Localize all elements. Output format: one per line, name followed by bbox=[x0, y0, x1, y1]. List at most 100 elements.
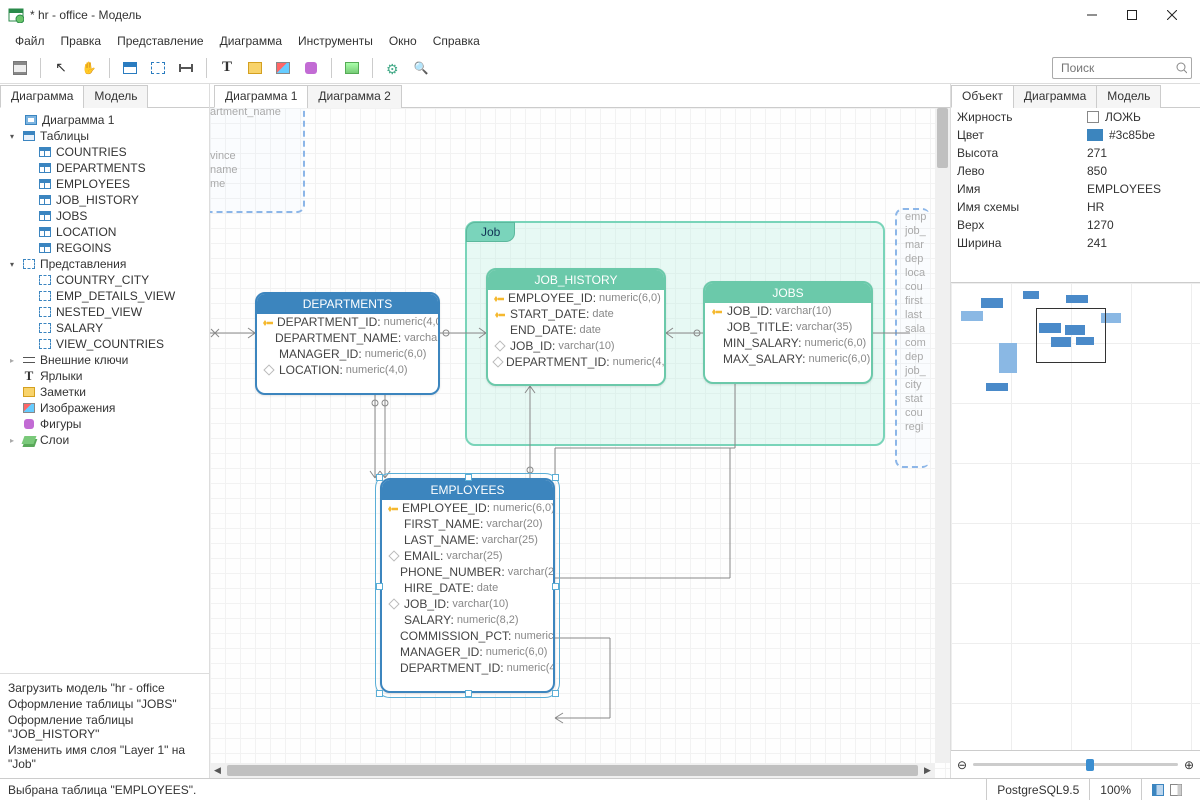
entity-job_history[interactable]: JOB_HISTORYEMPLOYEE_ID: numeric(6,0)STAR… bbox=[486, 268, 666, 386]
minimap[interactable] bbox=[951, 282, 1200, 750]
entity-column[interactable]: EMAIL: varchar(25) bbox=[382, 548, 553, 564]
new-view-tool[interactable] bbox=[146, 56, 170, 80]
history-item[interactable]: Загрузить модель "hr - office bbox=[8, 680, 201, 696]
resize-handle[interactable] bbox=[465, 474, 472, 481]
entity-column[interactable]: LOCATION: numeric(4,0) bbox=[257, 362, 438, 378]
vertical-scrollbar[interactable] bbox=[935, 108, 950, 763]
entity-column[interactable]: MIN_SALARY: numeric(6,0) bbox=[705, 335, 871, 351]
zoom-out-icon[interactable]: ⊖ bbox=[957, 758, 967, 772]
entity-employees[interactable]: EMPLOYEESEMPLOYEE_ID: numeric(6,0)FIRST_… bbox=[380, 478, 555, 693]
tree-diagram-root[interactable]: Диаграмма 1 bbox=[2, 112, 207, 128]
layout-buttons[interactable] bbox=[1141, 779, 1192, 800]
entity-column[interactable]: MANAGER_ID: numeric(6,0) bbox=[382, 644, 553, 660]
tree-notes[interactable]: Заметки bbox=[2, 384, 207, 400]
tab-diagram-1[interactable]: Диаграмма 1 bbox=[214, 85, 308, 108]
tree-fk[interactable]: ▸Внешние ключи bbox=[2, 352, 207, 368]
resize-handle[interactable] bbox=[552, 690, 559, 697]
history-item[interactable]: Изменить имя слоя "Layer 1" на "Job" bbox=[8, 742, 201, 772]
entity-departments[interactable]: DEPARTMENTSDEPARTMENT_ID: numeric(4,0)DE… bbox=[255, 292, 440, 395]
entity-column[interactable]: PHONE_NUMBER: varchar(20) bbox=[382, 564, 553, 580]
entity-column[interactable]: END_DATE: date bbox=[488, 322, 664, 338]
tree-table-item[interactable]: DEPARTMENTS bbox=[2, 160, 207, 176]
checkbox-icon[interactable] bbox=[1087, 111, 1099, 123]
tree-table-item[interactable]: COUNTRIES bbox=[2, 144, 207, 160]
entity-column[interactable]: MANAGER_ID: numeric(6,0) bbox=[257, 346, 438, 362]
resize-handle[interactable] bbox=[552, 583, 559, 590]
tree-table-item[interactable]: JOB_HISTORY bbox=[2, 192, 207, 208]
navigator-tool[interactable] bbox=[340, 56, 364, 80]
settings-button[interactable] bbox=[381, 56, 405, 80]
entity-column[interactable]: DEPARTMENT_ID: numeric(4,0) bbox=[257, 314, 438, 330]
save-button[interactable] bbox=[8, 56, 32, 80]
entity-column[interactable]: JOB_ID: varchar(10) bbox=[488, 338, 664, 354]
prop-row[interactable]: Имя схемыHR bbox=[951, 198, 1200, 216]
tab-model[interactable]: Модель bbox=[83, 85, 148, 108]
entity-column[interactable]: JOB_TITLE: varchar(35) bbox=[705, 319, 871, 335]
tab-diagram-r[interactable]: Диаграмма bbox=[1013, 85, 1097, 108]
resize-handle[interactable] bbox=[376, 583, 383, 590]
tree-views[interactable]: ▾Представления bbox=[2, 256, 207, 272]
horizontal-scrollbar[interactable]: ◀▶ bbox=[210, 763, 935, 778]
entity-column[interactable]: SALARY: numeric(8,2) bbox=[382, 612, 553, 628]
note-tool[interactable] bbox=[243, 56, 267, 80]
shape-tool[interactable] bbox=[299, 56, 323, 80]
entity-column[interactable]: LAST_NAME: varchar(25) bbox=[382, 532, 553, 548]
resize-handle[interactable] bbox=[465, 690, 472, 697]
hand-tool[interactable] bbox=[77, 56, 101, 80]
new-table-tool[interactable] bbox=[118, 56, 142, 80]
history-item[interactable]: Оформление таблицы "JOBS" bbox=[8, 696, 201, 712]
entity-column[interactable]: EMPLOYEE_ID: numeric(6,0) bbox=[382, 500, 553, 516]
entity-column[interactable]: DEPARTMENT_ID: numeric(4,0) bbox=[382, 660, 553, 676]
prop-row[interactable]: ЖирностьЛОЖЬ bbox=[951, 108, 1200, 126]
relation-tool[interactable] bbox=[174, 56, 198, 80]
menu-file[interactable]: Файл bbox=[8, 32, 52, 50]
tree-view-item[interactable]: NESTED_VIEW bbox=[2, 304, 207, 320]
tab-diagram-2[interactable]: Диаграмма 2 bbox=[307, 85, 401, 108]
menu-window[interactable]: Окно bbox=[382, 32, 424, 50]
minimize-button[interactable] bbox=[1072, 0, 1112, 30]
entity-column[interactable]: COMMISSION_PCT: numeric(2,2) bbox=[382, 628, 553, 644]
entity-column[interactable]: DEPARTMENT_ID: numeric(4,0) bbox=[488, 354, 664, 370]
tree-tables[interactable]: ▾Таблицы bbox=[2, 128, 207, 144]
search-box[interactable] bbox=[1052, 57, 1192, 79]
tree-table-item[interactable]: EMPLOYEES bbox=[2, 176, 207, 192]
resize-handle[interactable] bbox=[376, 690, 383, 697]
search-input[interactable] bbox=[1061, 61, 1176, 75]
prop-row[interactable]: ИмяEMPLOYEES bbox=[951, 180, 1200, 198]
image-tool[interactable] bbox=[271, 56, 295, 80]
entity-jobs[interactable]: JOBSJOB_ID: varchar(10)JOB_TITLE: varcha… bbox=[703, 281, 873, 384]
prop-row[interactable]: Высота271 bbox=[951, 144, 1200, 162]
prop-row[interactable]: Ширина241 bbox=[951, 234, 1200, 252]
menu-tools[interactable]: Инструменты bbox=[291, 32, 380, 50]
tree[interactable]: Диаграмма 1 ▾Таблицы COUNTRIESDEPARTMENT… bbox=[0, 108, 209, 673]
color-swatch[interactable] bbox=[1087, 129, 1103, 141]
text-tool[interactable] bbox=[215, 56, 239, 80]
pointer-tool[interactable] bbox=[49, 56, 73, 80]
entity-column[interactable]: FIRST_NAME: varchar(20) bbox=[382, 516, 553, 532]
resize-handle[interactable] bbox=[376, 474, 383, 481]
zoom-in-icon[interactable]: ⊕ bbox=[1184, 758, 1194, 772]
history-item[interactable]: Оформление таблицы "JOB_HISTORY" bbox=[8, 712, 201, 742]
tree-view-item[interactable]: VIEW_COUNTRIES bbox=[2, 336, 207, 352]
prop-row[interactable]: Цвет#3c85be bbox=[951, 126, 1200, 144]
tree-images[interactable]: Изображения bbox=[2, 400, 207, 416]
entity-column[interactable]: START_DATE: date bbox=[488, 306, 664, 322]
tree-table-item[interactable]: LOCATION bbox=[2, 224, 207, 240]
tree-table-item[interactable]: JOBS bbox=[2, 208, 207, 224]
tree-view-item[interactable]: COUNTRY_CITY bbox=[2, 272, 207, 288]
close-button[interactable] bbox=[1152, 0, 1192, 30]
menu-help[interactable]: Справка bbox=[426, 32, 487, 50]
entity-column[interactable]: DEPARTMENT_NAME: varchar(30) bbox=[257, 330, 438, 346]
entity-column[interactable]: EMPLOYEE_ID: numeric(6,0) bbox=[488, 290, 664, 306]
tree-labels[interactable]: Ярлыки bbox=[2, 368, 207, 384]
prop-row[interactable]: Верх1270 bbox=[951, 216, 1200, 234]
tab-object[interactable]: Объект bbox=[951, 85, 1014, 108]
menu-diagram[interactable]: Диаграмма bbox=[213, 32, 289, 50]
menu-edit[interactable]: Правка bbox=[54, 32, 109, 50]
find-button[interactable] bbox=[409, 56, 433, 80]
tree-table-item[interactable]: REGOINS bbox=[2, 240, 207, 256]
resize-handle[interactable] bbox=[552, 474, 559, 481]
entity-column[interactable]: MAX_SALARY: numeric(6,0) bbox=[705, 351, 871, 367]
diagram-canvas[interactable]: artment_name vince name me empjob_mardep… bbox=[210, 108, 950, 778]
tree-shapes[interactable]: Фигуры bbox=[2, 416, 207, 432]
